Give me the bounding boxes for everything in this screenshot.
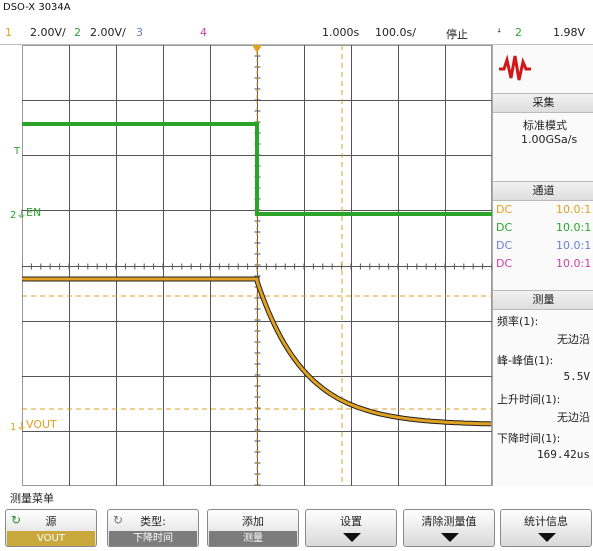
measure-label-freq: 频率(1): <box>497 315 539 328</box>
sample-rate: 1.00GSa/s <box>521 133 578 146</box>
status-divider <box>0 44 593 45</box>
softkey-source[interactable]: ↻ 源 VOUT <box>5 509 97 547</box>
timebase-scale[interactable]: 100.0s/ <box>375 26 416 39</box>
softkey-label: 类型: <box>140 515 166 528</box>
ch1-ratio: 10.0:1 <box>556 203 592 216</box>
measure-label-fall: 下降时间(1): <box>497 432 561 445</box>
softkey-add-measurement[interactable]: 添加 测量 <box>207 509 299 547</box>
waveform-svg <box>22 45 492 486</box>
ch2-scale[interactable]: 2.00V/ <box>90 26 126 39</box>
ground-icon: ⏚ <box>16 210 27 221</box>
ch2-ratio: 10.0:1 <box>556 221 592 234</box>
softkey-label: 清除测量值 <box>421 515 477 528</box>
softkey-clear-measurements[interactable]: 清除测量值 <box>403 509 495 547</box>
graticule <box>22 45 492 486</box>
channel-header[interactable]: 通道 <box>493 181 593 201</box>
ch2-marker-label: 2 <box>10 210 17 221</box>
status-bar: 1 2.00V/ 2 2.00V/ 3 4 1.000s 100.0s/ 停止 … <box>0 22 593 44</box>
ch3-coupling: DC <box>496 239 513 252</box>
down-arrow-icon <box>441 533 459 542</box>
softkey-label: 统计信息 <box>524 515 568 528</box>
ground-icon: ⏚ <box>16 422 27 433</box>
ch3-number[interactable]: 3 <box>136 26 143 39</box>
measure-value-freq: 无边沿 <box>557 333 590 346</box>
softkey-bar: ↻ 源 VOUT ↻ 类型: 下降时间 添加 测量 设置 清除测量值 统计信息 <box>0 509 593 551</box>
trigger-level[interactable]: 1.98V <box>553 26 586 39</box>
measure-header[interactable]: 测量 <box>493 290 593 310</box>
trace-en <box>22 122 492 216</box>
down-arrow-icon <box>343 533 361 542</box>
softkey-settings[interactable]: 设置 <box>305 509 397 547</box>
softkey-value: 测量 <box>209 531 297 546</box>
waveform-display[interactable] <box>22 45 492 486</box>
ch4-ratio: 10.0:1 <box>556 257 592 270</box>
ch2-coupling: DC <box>496 221 513 234</box>
acquire-header[interactable]: 采集 <box>493 93 593 113</box>
ch4-number[interactable]: 4 <box>200 26 207 39</box>
traces <box>22 45 492 486</box>
softkey-label: 添加 <box>242 515 264 528</box>
wave-logo-icon <box>499 54 531 81</box>
ch1-number[interactable]: 1 <box>5 26 12 39</box>
ch2-number[interactable]: 2 <box>74 26 81 39</box>
ch4-coupling: DC <box>496 257 513 270</box>
measure-value-rise: 无边沿 <box>557 411 590 424</box>
trace-label-vout: VOUT <box>26 418 57 431</box>
trigger-level-marker[interactable]: T <box>14 146 21 157</box>
down-arrow-icon <box>538 533 556 542</box>
ch2-ground-marker[interactable]: 2⏚ <box>10 206 26 221</box>
rotate-knob-icon: ↻ <box>11 513 22 527</box>
trigger-position-marker <box>252 45 262 53</box>
trace-label-en: EN <box>26 206 42 219</box>
ch1-scale[interactable]: 2.00V/ <box>30 26 66 39</box>
softkey-label: 源 <box>45 515 57 528</box>
keysight-logo <box>493 45 593 93</box>
side-panel: 采集 标准模式 1.00GSa/s 通道 DC 10.0:1 DC 10.0:1… <box>492 45 593 486</box>
softkey-statistics[interactable]: 统计信息 <box>500 509 592 547</box>
softkey-label: 设置 <box>340 515 362 528</box>
ch1-marker-label: 1 <box>10 422 17 433</box>
run-status: 停止 <box>446 28 468 41</box>
ch3-ratio: 10.0:1 <box>556 239 592 252</box>
ch1-ground-marker[interactable]: 1⏚ <box>10 418 26 433</box>
acquire-mode: 标准模式 <box>523 119 567 132</box>
scope-model: DSO-X 3034A <box>3 2 71 13</box>
trigger-edge-icon[interactable]: ꜜ <box>497 26 502 39</box>
rotate-knob-icon: ↻ <box>113 513 124 527</box>
softkey-value: 下降时间 <box>109 531 197 546</box>
trigger-source[interactable]: 2 <box>515 26 522 39</box>
trace-vout <box>22 277 492 426</box>
timebase-delay[interactable]: 1.000s <box>322 26 360 39</box>
measure-value-pkpk: 5.5V <box>563 370 591 383</box>
measure-value-fall: 169.42us <box>537 448 590 461</box>
measure-label-pkpk: 峰-峰值(1): <box>497 354 554 367</box>
softkey-type[interactable]: ↻ 类型: 下降时间 <box>107 509 199 547</box>
menu-title: 测量菜单 <box>10 492 54 505</box>
ch1-coupling: DC <box>496 203 513 216</box>
measure-label-rise: 上升时间(1): <box>497 393 561 406</box>
softkey-value: VOUT <box>7 531 95 546</box>
